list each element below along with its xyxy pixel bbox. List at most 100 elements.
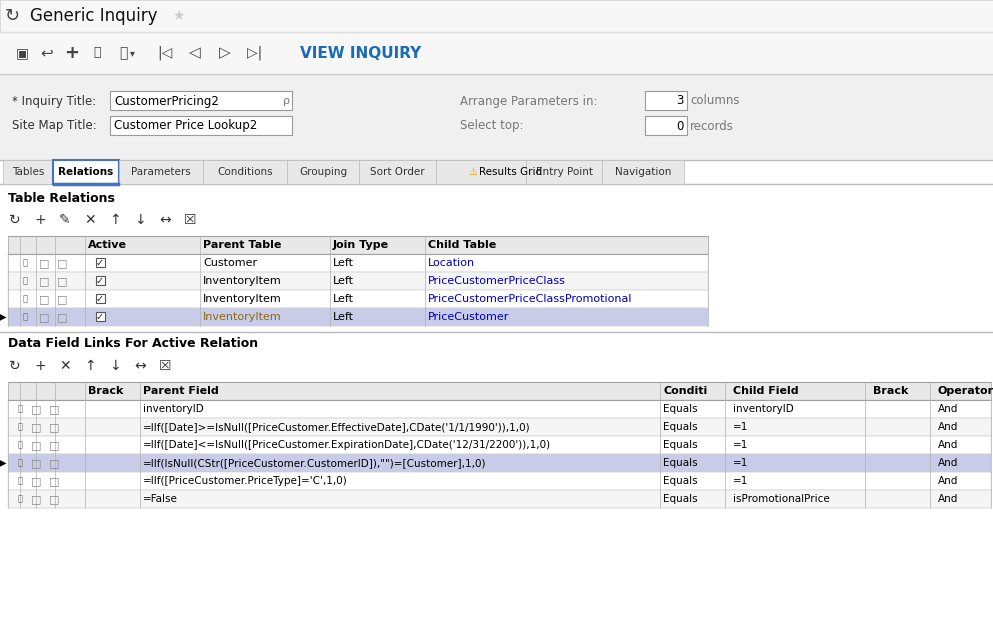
Text: Equals: Equals <box>663 440 698 450</box>
Text: ↑: ↑ <box>84 359 95 373</box>
Bar <box>436 160 526 184</box>
Text: 🖹: 🖹 <box>18 459 23 467</box>
Text: VIEW INQUIRY: VIEW INQUIRY <box>300 46 421 60</box>
Text: Site Map Title:: Site Map Title: <box>12 120 96 132</box>
Bar <box>0 74 993 160</box>
Text: ⚠: ⚠ <box>469 167 477 177</box>
Text: □: □ <box>39 294 50 304</box>
Bar <box>0 32 993 74</box>
Text: Brack: Brack <box>88 386 123 396</box>
Text: Left: Left <box>333 312 354 322</box>
Text: □: □ <box>49 422 60 432</box>
Text: 🖹: 🖹 <box>18 404 23 413</box>
Text: Child Table: Child Table <box>428 240 496 250</box>
Text: =IIf([Date]>=IsNull([PriceCustomer.EffectiveDate],CDate('1/1/1990')),1,0): =IIf([Date]>=IsNull([PriceCustomer.Effec… <box>143 422 530 432</box>
Text: =IIf([Date]<=IsNull([PriceCustomer.ExpirationDate],CDate('12/31/2200')),1,0): =IIf([Date]<=IsNull([PriceCustomer.Expir… <box>143 440 551 450</box>
Text: ☒: ☒ <box>184 213 197 227</box>
Text: ✓: ✓ <box>96 276 104 286</box>
Text: Operator: Operator <box>938 386 993 396</box>
Text: □: □ <box>39 312 50 322</box>
Text: ↩: ↩ <box>41 46 54 60</box>
Text: □: □ <box>57 276 68 286</box>
Text: Relations: Relations <box>59 167 113 177</box>
Text: □: □ <box>49 404 60 414</box>
Text: Select top:: Select top: <box>460 120 523 132</box>
Text: ▣: ▣ <box>16 46 29 60</box>
Text: Child Field: Child Field <box>733 386 798 396</box>
Bar <box>3 160 53 184</box>
Text: ↑: ↑ <box>109 213 121 227</box>
Text: 🖹: 🖹 <box>18 476 23 485</box>
Text: □: □ <box>39 276 50 286</box>
Text: ✓: ✓ <box>96 312 104 322</box>
Text: =1: =1 <box>733 422 749 432</box>
Text: Left: Left <box>333 294 354 304</box>
Text: Equals: Equals <box>663 404 698 414</box>
Text: ✓: ✓ <box>96 258 104 268</box>
Text: And: And <box>938 494 958 504</box>
Bar <box>8 418 991 436</box>
Text: =False: =False <box>143 494 178 504</box>
Bar <box>8 472 991 490</box>
Text: Parent Table: Parent Table <box>203 240 281 250</box>
Text: □: □ <box>39 258 50 268</box>
Text: Location: Location <box>428 258 475 268</box>
Bar <box>95 258 104 268</box>
Text: =IIf(IsNull(CStr([PriceCustomer.CustomerID]),"")=[Customer],1,0): =IIf(IsNull(CStr([PriceCustomer.Customer… <box>143 458 487 468</box>
Text: Conditions: Conditions <box>217 167 273 177</box>
Text: 🖹: 🖹 <box>18 441 23 450</box>
Text: □: □ <box>49 476 60 486</box>
Bar <box>0 184 993 636</box>
Bar <box>8 382 991 400</box>
Text: Equals: Equals <box>663 476 698 486</box>
Text: □: □ <box>31 494 42 504</box>
Text: □: □ <box>31 476 42 486</box>
Text: □: □ <box>31 404 42 414</box>
Text: |◁: |◁ <box>157 46 173 60</box>
Text: 🖹: 🖹 <box>18 422 23 431</box>
Text: Parent Field: Parent Field <box>143 386 218 396</box>
Bar <box>8 490 991 508</box>
Text: PriceCustomerPriceClassPromotional: PriceCustomerPriceClassPromotional <box>428 294 633 304</box>
Text: PriceCustomer: PriceCustomer <box>428 312 509 322</box>
Text: Data Field Links For Active Relation: Data Field Links For Active Relation <box>8 338 258 350</box>
Text: ✕: ✕ <box>60 359 71 373</box>
Bar <box>203 160 287 184</box>
Text: ↔: ↔ <box>134 359 146 373</box>
Text: 🗑: 🗑 <box>93 46 100 60</box>
Text: □: □ <box>57 312 68 322</box>
Text: 🖹: 🖹 <box>23 258 28 268</box>
Text: * Inquiry Title:: * Inquiry Title: <box>12 95 96 107</box>
Text: =1: =1 <box>733 458 749 468</box>
Text: Table Relations: Table Relations <box>8 191 115 205</box>
Bar <box>645 116 687 135</box>
Text: 0: 0 <box>676 120 684 132</box>
Text: InventoryItem: InventoryItem <box>203 312 282 322</box>
Bar <box>8 436 991 454</box>
Text: □: □ <box>57 258 68 268</box>
Text: Generic Inquiry: Generic Inquiry <box>30 7 158 25</box>
Text: ✕: ✕ <box>84 213 95 227</box>
Text: Left: Left <box>333 276 354 286</box>
Text: Equals: Equals <box>663 494 698 504</box>
Text: =1: =1 <box>733 476 749 486</box>
Text: Equals: Equals <box>663 422 698 432</box>
Bar <box>8 454 991 472</box>
Text: And: And <box>938 476 958 486</box>
Bar <box>602 160 684 184</box>
Text: Customer Price Lookup2: Customer Price Lookup2 <box>114 120 257 132</box>
Text: +: + <box>65 44 79 62</box>
Text: Parameters: Parameters <box>131 167 191 177</box>
Bar <box>119 160 203 184</box>
Text: ✓: ✓ <box>96 294 104 304</box>
Text: Arrange Parameters in:: Arrange Parameters in: <box>460 95 598 107</box>
Text: Entry Point: Entry Point <box>535 167 593 177</box>
Text: inventoryID: inventoryID <box>143 404 204 414</box>
Bar <box>95 294 104 303</box>
Text: Active: Active <box>88 240 127 250</box>
Text: columns: columns <box>690 95 740 107</box>
Text: 3: 3 <box>676 95 684 107</box>
Text: +: + <box>34 213 46 227</box>
Bar <box>359 160 436 184</box>
Text: □: □ <box>31 440 42 450</box>
